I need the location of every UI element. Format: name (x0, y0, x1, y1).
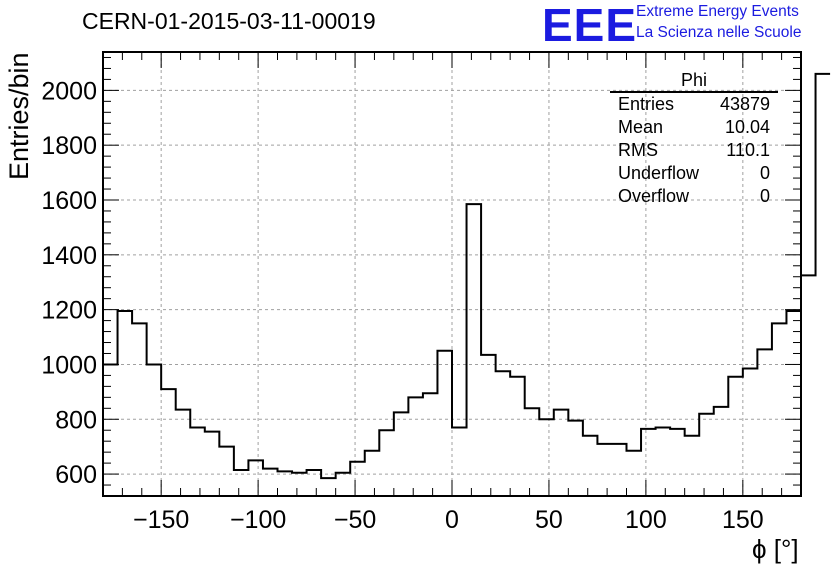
y-tick-label: 1400 (41, 242, 97, 270)
histogram-outline (103, 72, 831, 480)
y-tick-label: 1000 (41, 351, 97, 379)
logo-text-line2: La Scienza nelle Scuole (636, 24, 802, 41)
stats-label: Entries (618, 94, 675, 114)
stats-row-rms: RMS 110.1 (610, 139, 778, 162)
y-axis-ticks: 600 800 1000 1200 1400 1600 1800 2000 (41, 56, 801, 489)
stats-row-overflow: Overflow 0 (610, 185, 778, 208)
stats-row-underflow: Underflow 0 (610, 162, 778, 185)
logo-text-line1: Extreme Energy Events (636, 3, 799, 20)
y-tick-label: 800 (55, 406, 97, 434)
stats-value: 110.1 (726, 140, 770, 160)
y-tick-label: 1200 (41, 297, 97, 325)
stats-value: 10.04 (724, 117, 770, 137)
stats-value: 0 (759, 163, 770, 183)
y-axis-label: Entries/bin (4, 52, 34, 180)
x-tick-label: 100 (625, 506, 667, 534)
x-tick-label: −150 (133, 506, 189, 534)
x-tick-label: −100 (230, 506, 286, 534)
x-tick-label: −50 (334, 506, 376, 534)
stats-row-mean: Mean 10.04 (610, 116, 778, 139)
stats-value: 0 (759, 186, 770, 206)
stats-label: Overflow (618, 186, 690, 206)
x-tick-label: 150 (722, 506, 764, 534)
stats-value: 43879 (719, 94, 770, 114)
x-tick-label: 50 (535, 506, 563, 534)
y-tick-label: 1600 (41, 187, 97, 215)
stats-box: Phi Entries 43879 Mean 10.04 RMS 110.1 Unde… (610, 70, 778, 208)
y-tick-label: 2000 (41, 77, 97, 105)
eee-logo: EEE (542, 0, 638, 51)
stats-label: RMS (618, 140, 658, 160)
stats-title: Phi (610, 70, 778, 93)
x-axis-label: ϕ [°] (752, 534, 799, 564)
x-axis-ticks: −150 −100 −50 0 50 100 150 (102, 52, 802, 534)
x-tick-label: 0 (445, 506, 459, 534)
chart-title: CERN-01-2015-03-11-00019 (82, 8, 376, 34)
grid-lines (103, 52, 801, 496)
stats-label: Underflow (618, 163, 700, 183)
stats-row-entries: Entries 43879 (610, 93, 778, 116)
y-tick-label: 1800 (41, 132, 97, 160)
y-tick-label: 600 (55, 461, 97, 489)
stats-label: Mean (618, 117, 664, 137)
